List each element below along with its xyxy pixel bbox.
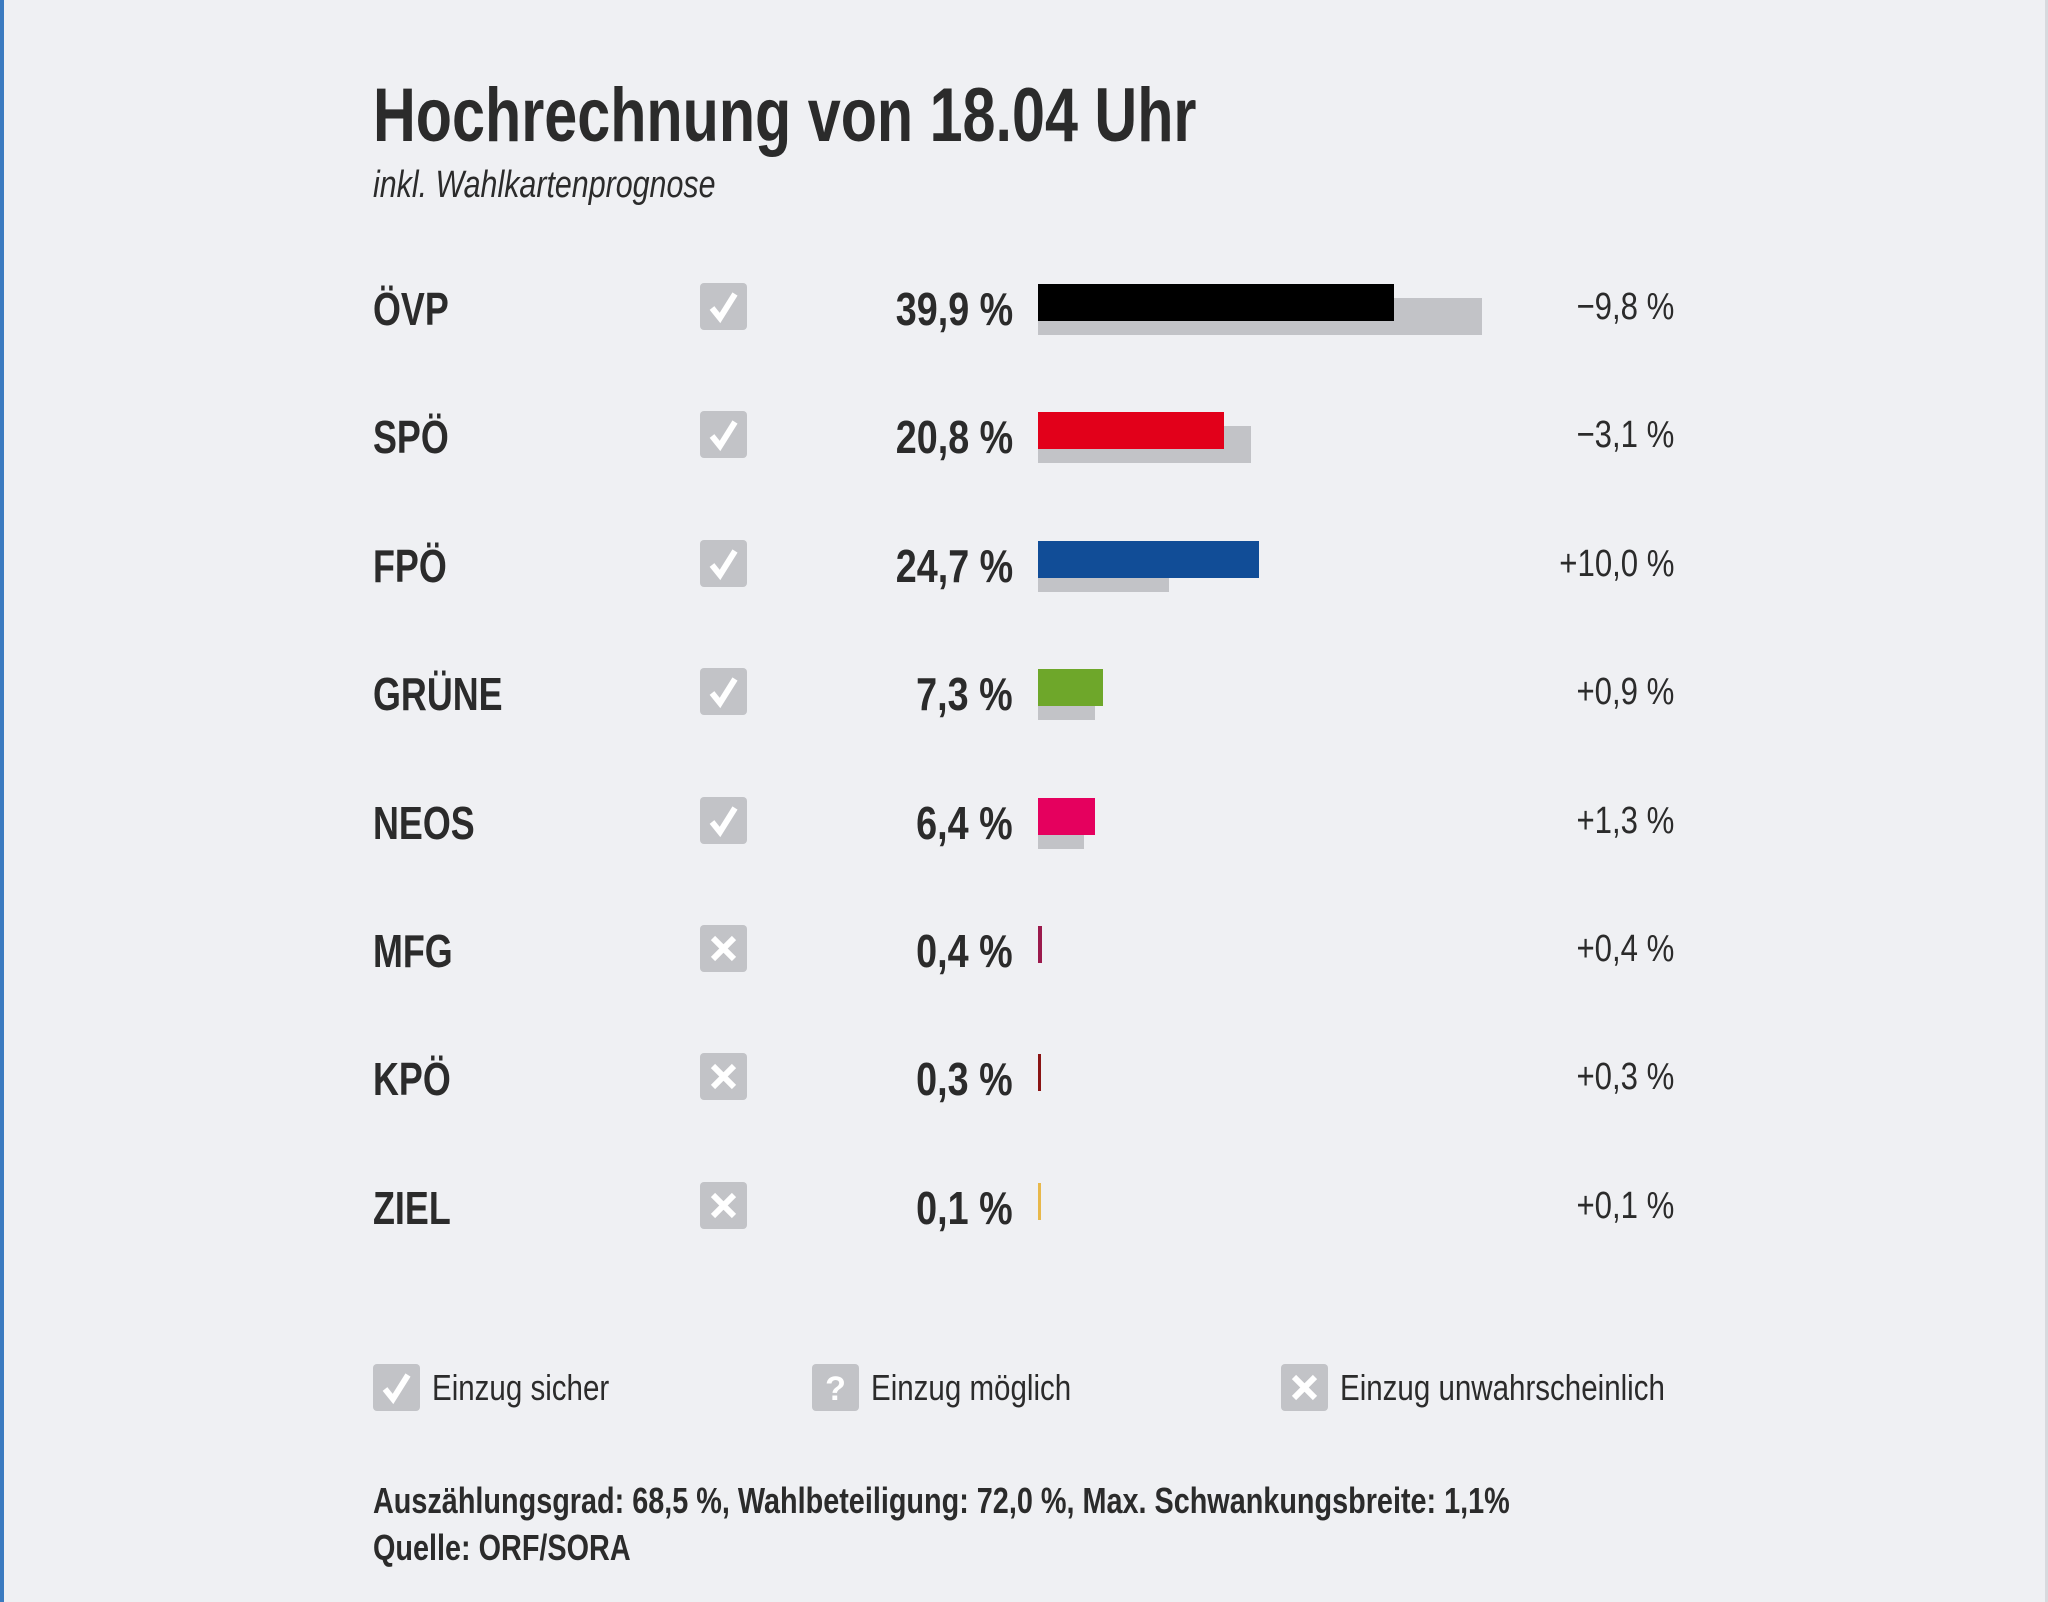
- current-bar: [1038, 284, 1395, 321]
- current-bar: [1038, 1054, 1041, 1092]
- change-label: +0,3 %: [1576, 1056, 1674, 1099]
- legend-item-unwahrscheinlich: Einzug unwahrscheinlich: [1281, 1364, 1736, 1411]
- result-row: KPÖ 0,3 % +0,3 %: [0, 1026, 2048, 1126]
- current-bar: [1038, 797, 1096, 835]
- current-bar: [1038, 926, 1042, 963]
- value-label: 7,3 %: [916, 668, 1013, 721]
- cross-icon: [700, 1181, 747, 1229]
- result-row: FPÖ 24,7 % +10,0 %: [0, 513, 2048, 613]
- party-name: FPÖ: [373, 539, 447, 592]
- party-name: GRÜNE: [373, 668, 503, 721]
- change-label: +0,4 %: [1576, 928, 1674, 970]
- cross-icon: [1281, 1364, 1328, 1411]
- result-row: SPÖ 20,8 % −3,1 %: [0, 384, 2048, 484]
- legend-item-sicher: Einzug sicher: [373, 1364, 648, 1411]
- cross-icon: [700, 1053, 747, 1101]
- result-row: ÖVP 39,9 % −9,8 %: [0, 256, 2048, 356]
- legend-item-moeglich: ? Einzug möglich: [812, 1364, 1115, 1411]
- change-label: −3,1 %: [1576, 414, 1674, 457]
- value-label: 6,4 %: [916, 796, 1013, 849]
- footer-stats: Auszählungsgrad: 68,5 %, Wahlbeteiligung…: [373, 1480, 1510, 1521]
- check-icon: [700, 539, 747, 587]
- result-row: NEOS 6,4 % +1,3 %: [0, 770, 2048, 870]
- check-icon: [373, 1364, 420, 1411]
- chart-title: Hochrechnung von 18.04 Uhr: [373, 73, 1197, 158]
- party-name: ÖVP: [373, 283, 449, 335]
- value-label: 0,4 %: [916, 925, 1013, 977]
- left-border: [0, 0, 4, 1602]
- value-label: 0,1 %: [916, 1181, 1013, 1234]
- current-bar: [1038, 540, 1259, 578]
- result-row: GRÜNE 7,3 % +0,9 %: [0, 641, 2048, 741]
- check-icon: [700, 283, 747, 330]
- chart-subtitle: inkl. Wahlkartenprognose: [373, 164, 716, 206]
- change-label: +0,1 %: [1576, 1184, 1674, 1227]
- value-label: 24,7 %: [895, 539, 1013, 592]
- change-label: +0,9 %: [1576, 671, 1674, 714]
- check-icon: [700, 796, 747, 844]
- party-name: NEOS: [373, 796, 475, 849]
- current-bar: [1038, 1182, 1041, 1220]
- right-border: [2045, 0, 2048, 1602]
- cross-icon: [700, 925, 747, 972]
- current-bar: [1038, 669, 1104, 707]
- result-row: MFG 0,4 % +0,4 %: [0, 898, 2048, 998]
- svg-text:?: ?: [825, 1370, 846, 1408]
- party-name: KPÖ: [373, 1053, 451, 1106]
- value-label: 0,3 %: [916, 1053, 1013, 1106]
- change-label: +1,3 %: [1576, 799, 1674, 842]
- result-row: ZIEL 0,1 % +0,1 %: [0, 1155, 2048, 1255]
- party-name: SPÖ: [373, 411, 449, 464]
- change-label: −9,8 %: [1576, 286, 1674, 328]
- footer-source: Quelle: ORF/SORA: [373, 1527, 631, 1568]
- change-label: +10,0 %: [1558, 542, 1674, 585]
- question-icon: ?: [812, 1364, 859, 1411]
- check-icon: [700, 668, 747, 716]
- check-icon: [700, 411, 747, 459]
- party-name: ZIEL: [373, 1181, 451, 1234]
- value-label: 39,9 %: [895, 283, 1013, 335]
- party-name: MFG: [373, 925, 453, 977]
- current-bar: [1038, 412, 1224, 450]
- value-label: 20,8 %: [895, 411, 1013, 464]
